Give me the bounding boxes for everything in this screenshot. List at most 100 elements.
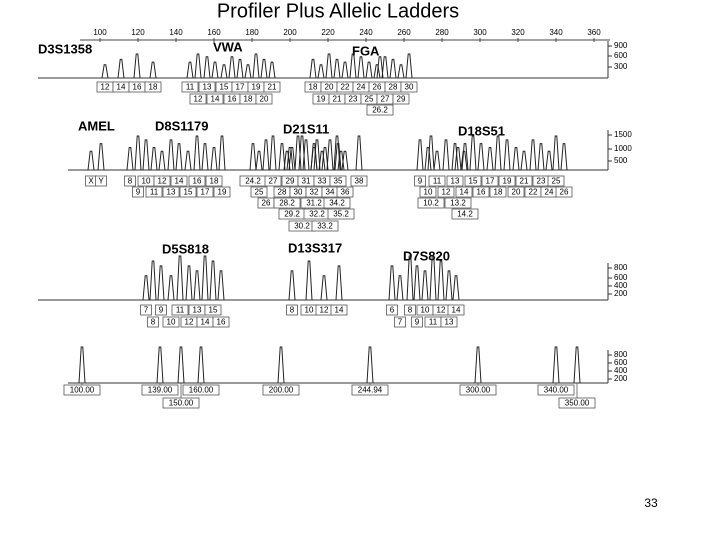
marker-name: D5S818 bbox=[162, 241, 209, 256]
peak bbox=[78, 346, 86, 384]
allele-label: 24.2 bbox=[245, 177, 261, 186]
peak bbox=[97, 143, 105, 171]
allele-label: 15 bbox=[220, 83, 229, 92]
peak bbox=[406, 255, 414, 301]
peak bbox=[529, 139, 537, 171]
allele-label: 16 bbox=[228, 95, 237, 104]
allele-label: 14 bbox=[211, 95, 220, 104]
title: Profiler Plus Allelic Ladders bbox=[217, 0, 459, 22]
allele-label: 11 bbox=[433, 177, 442, 186]
allele-label: 12 bbox=[442, 188, 451, 197]
peak bbox=[305, 260, 313, 301]
allele-label: 34 bbox=[326, 188, 335, 197]
allele-label: 9 bbox=[415, 318, 420, 327]
allele-label: 11 bbox=[150, 188, 159, 197]
label-box bbox=[162, 316, 180, 328]
label-box bbox=[262, 384, 300, 396]
allele-label: 13 bbox=[203, 83, 212, 92]
page-number: 33 bbox=[644, 496, 658, 510]
peak bbox=[184, 150, 192, 171]
label-box bbox=[155, 304, 167, 316]
allele-label: 13 bbox=[445, 318, 454, 327]
allele-label: 10.2 bbox=[423, 199, 439, 208]
peak bbox=[249, 143, 257, 171]
marker-name: D13S317 bbox=[288, 240, 342, 255]
peak bbox=[252, 53, 260, 79]
peak bbox=[211, 61, 219, 79]
allele-label: 19 bbox=[317, 95, 326, 104]
peak bbox=[545, 150, 553, 171]
rfu-tick-label: 600 bbox=[614, 358, 628, 367]
label-box bbox=[392, 93, 410, 105]
allele-label: 8 bbox=[290, 306, 295, 315]
allele-label: 29 bbox=[286, 177, 295, 186]
peak bbox=[310, 143, 318, 171]
allele-label: 18 bbox=[494, 188, 503, 197]
allele-label: 20 bbox=[260, 95, 269, 104]
size-peak-label: 150.00 bbox=[169, 399, 194, 408]
size-peak-label: 244.94 bbox=[358, 386, 383, 395]
allele-label: 23 bbox=[537, 177, 546, 186]
allele-label: 8 bbox=[128, 177, 133, 186]
label-box bbox=[95, 175, 107, 187]
size-tick-label: 140 bbox=[169, 28, 183, 37]
rfu-tick-label: 900 bbox=[614, 41, 628, 50]
allele-label: 9 bbox=[159, 306, 164, 315]
peak bbox=[150, 146, 158, 171]
peak bbox=[193, 135, 201, 171]
allele-label: 8 bbox=[408, 306, 413, 315]
allele-label: 10 bbox=[424, 188, 433, 197]
marker-name: AMEL bbox=[78, 118, 115, 133]
size-tick-label: 220 bbox=[321, 28, 335, 37]
allele-label: 26 bbox=[262, 199, 271, 208]
size-peak-label: 139.00 bbox=[148, 386, 173, 395]
label-box bbox=[555, 186, 573, 198]
peak bbox=[365, 61, 373, 79]
label-box bbox=[507, 186, 525, 198]
allele-label: 11 bbox=[176, 306, 185, 315]
peak bbox=[433, 150, 441, 171]
label-box bbox=[537, 384, 575, 396]
label-box bbox=[141, 384, 179, 396]
label-box bbox=[446, 175, 464, 187]
rfu-tick-label: 600 bbox=[614, 273, 628, 282]
label-box bbox=[181, 81, 199, 93]
label-box bbox=[558, 397, 596, 409]
label-box bbox=[400, 81, 418, 93]
allele-label: 15 bbox=[469, 177, 478, 186]
peak bbox=[197, 346, 205, 384]
peak bbox=[427, 135, 435, 171]
peak bbox=[416, 139, 424, 171]
peak bbox=[337, 150, 345, 171]
allele-label: Y bbox=[98, 177, 104, 186]
allele-label: 11 bbox=[186, 83, 195, 92]
peak bbox=[552, 135, 560, 171]
allele-label: 36 bbox=[341, 188, 350, 197]
marker-name: FGA bbox=[352, 43, 380, 58]
allele-label: 18 bbox=[210, 177, 219, 186]
peak bbox=[244, 64, 252, 79]
allele-label: 35.2 bbox=[333, 210, 349, 219]
peak bbox=[87, 150, 95, 171]
peak bbox=[228, 56, 236, 79]
peak bbox=[376, 56, 384, 79]
label-box bbox=[515, 175, 533, 187]
label-box bbox=[124, 175, 136, 187]
label-box bbox=[444, 197, 472, 209]
peak bbox=[474, 346, 482, 384]
peak bbox=[158, 150, 166, 171]
allele-label: 18 bbox=[244, 95, 253, 104]
peak bbox=[218, 135, 226, 171]
allele-label: 12 bbox=[194, 95, 203, 104]
peak bbox=[283, 150, 291, 171]
allele-label: 16 bbox=[133, 83, 142, 92]
label-box bbox=[394, 316, 406, 328]
peak bbox=[445, 270, 453, 301]
peak bbox=[520, 150, 528, 171]
allele-label: 11 bbox=[429, 318, 438, 327]
label-box bbox=[145, 186, 163, 198]
peak bbox=[333, 135, 341, 171]
peak bbox=[313, 139, 321, 171]
peak bbox=[381, 56, 389, 79]
allele-label: 13.2 bbox=[450, 199, 466, 208]
